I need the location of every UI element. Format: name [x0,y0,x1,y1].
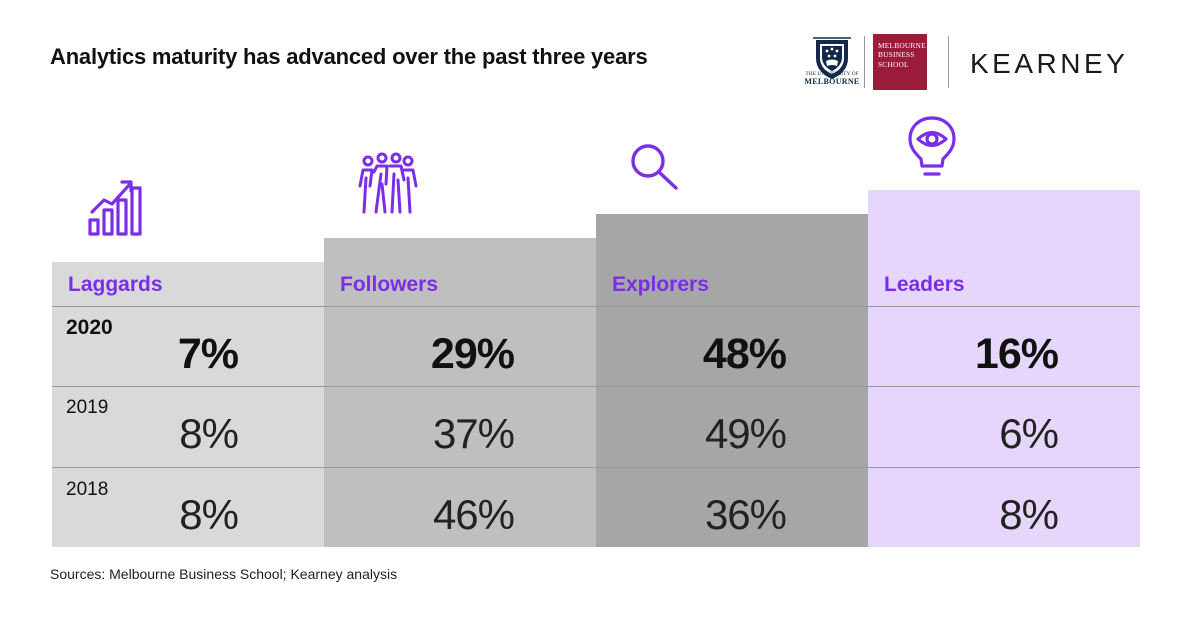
value-laggards-2019: 8% [179,410,239,457]
value-followers-2019: 37% [432,410,515,457]
source-note: Sources: Melbourne Business School; Kear… [50,566,398,582]
column-leaders [868,190,1140,547]
lightbulb-eye-icon [908,116,956,176]
melbourne-business-school-logo: MELBOURNE BUSINESS SCHOOL [873,34,927,90]
column-background [324,238,596,547]
column-background [52,262,324,547]
logo-divider [864,36,865,88]
column-background [868,190,1140,547]
university-crest-icon [813,37,851,79]
uom-line1: THE UNIVERSITY OF [805,71,859,77]
column-followers [324,238,596,547]
category-label-followers: Followers [340,273,439,296]
university-of-melbourne-logo: THE UNIVERSITY OF MELBOURNE [800,71,864,87]
year-label-2019: 2019 [66,397,109,418]
year-label-2018: 2018 [66,479,109,500]
value-explorers-2019: 49% [704,410,787,457]
logo-divider [948,36,949,88]
chart-title: Analytics maturity has advanced over the… [50,44,648,69]
group-of-people-icon [358,152,418,214]
growth-chart-icon [88,180,142,236]
logos: THE UNIVERSITY OF MELBOURNE MELBOURNE BU… [800,32,1160,92]
column-laggards [52,262,324,547]
value-explorers-2020: 48% [702,330,787,378]
kearney-logo: KEARNEY [970,48,1129,79]
mbs-line3: SCHOOL [878,59,909,69]
value-leaders-2019: 6% [999,410,1059,457]
column-background [596,214,868,547]
category-label-leaders: Leaders [884,273,965,296]
value-laggards-2018: 8% [179,491,239,538]
value-explorers-2018: 36% [704,491,787,538]
magnifier-icon [631,144,678,190]
row-divider [52,306,1140,307]
value-followers-2018: 46% [432,491,515,538]
row-divider [52,386,1140,387]
value-followers-2020: 29% [430,330,515,378]
year-label-2020: 2020 [66,316,113,339]
value-laggards-2020: 7% [177,330,239,378]
column-explorers [596,214,868,547]
row-divider [52,467,1140,468]
uom-line2: MELBOURNE [804,77,860,87]
mbs-line1: MELBOURNE [878,41,926,50]
category-label-explorers: Explorers [612,273,709,296]
value-leaders-2020: 16% [974,330,1059,378]
value-leaders-2018: 8% [999,491,1059,538]
category-label-laggards: Laggards [68,273,163,296]
mbs-line2: BUSINESS [878,50,915,60]
